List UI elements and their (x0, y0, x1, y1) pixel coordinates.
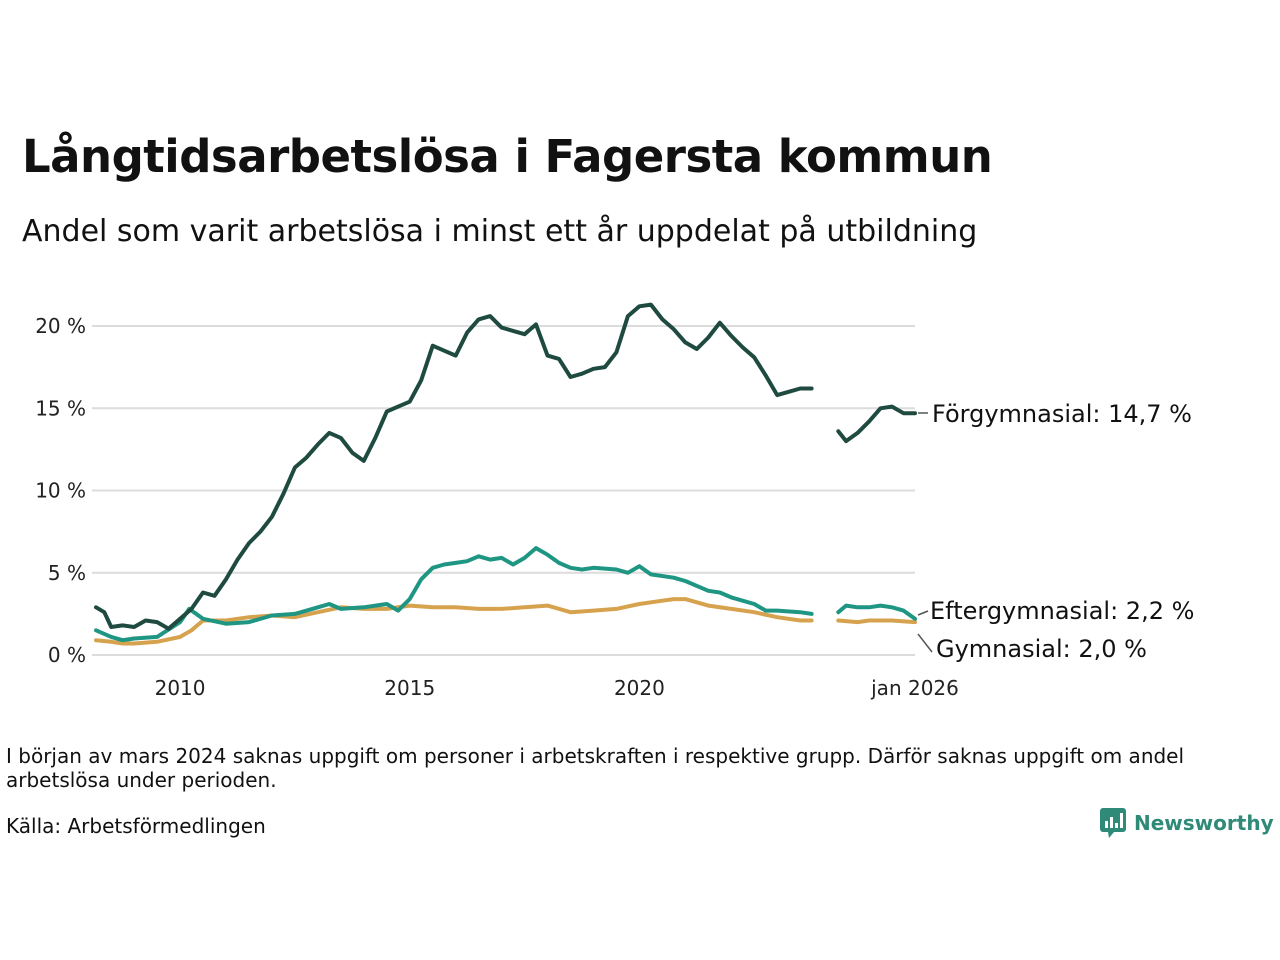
series-line-förgymnasial (94, 302, 814, 631)
footnote: I början av mars 2024 saknas uppgift om … (6, 744, 1185, 792)
x-tick-label: 2015 (384, 676, 435, 700)
chart-subtitle: Andel som varit arbetslösa i minst ett å… (22, 214, 978, 249)
source-text: Källa: Arbetsförmedlingen (6, 814, 266, 838)
series-line-förgymnasial (836, 404, 917, 444)
series-labels: Förgymnasial: 14,7 % Eftergymnasial: 2,2 … (917, 400, 1194, 663)
y-tick-label: 5 % (48, 561, 86, 585)
x-axis: 2010 2015 2020 jan 2026 (155, 676, 959, 700)
x-tick-label: 2010 (155, 676, 206, 700)
y-axis: 0 % 5 % 10 % 15 % 20 % (35, 314, 86, 667)
x-tick-label: 2020 (614, 676, 665, 700)
label-connector (917, 610, 929, 616)
x-tick-label: jan 2026 (870, 676, 959, 700)
line-chart: 0 %5 %10 %15 %20 % 2010 2015 2020 jan 2026 … (35, 302, 1194, 700)
label-connector (917, 633, 933, 653)
y-tick-label: 20 % (35, 314, 86, 338)
brand-name: Newsworthy (1134, 811, 1274, 835)
series-label-gymnasial: Gymnasial: 2,0 % (936, 635, 1147, 663)
series-label-förgymnasial: Förgymnasial: 14,7 % (932, 400, 1192, 428)
chart-title: Långtidsarbetslösa i Fagersta kommun (22, 130, 993, 183)
gridlines (92, 325, 915, 656)
series-line-eftergymnasial (94, 546, 814, 643)
series-line-gymnasial (836, 618, 917, 625)
series-line-eftergymnasial (836, 603, 917, 621)
newsworthy-icon (1100, 808, 1126, 838)
series-label-eftergymnasial: Eftergymnasial: 2,2 % (930, 597, 1194, 625)
y-tick-label: 10 % (35, 479, 86, 503)
y-tick-label: 0 % (48, 643, 86, 667)
y-tick-label: 15 % (35, 396, 86, 420)
series-line-gymnasial (94, 597, 814, 646)
newsworthy-logo: Newsworthy (1100, 808, 1274, 838)
series-lines (94, 302, 917, 646)
